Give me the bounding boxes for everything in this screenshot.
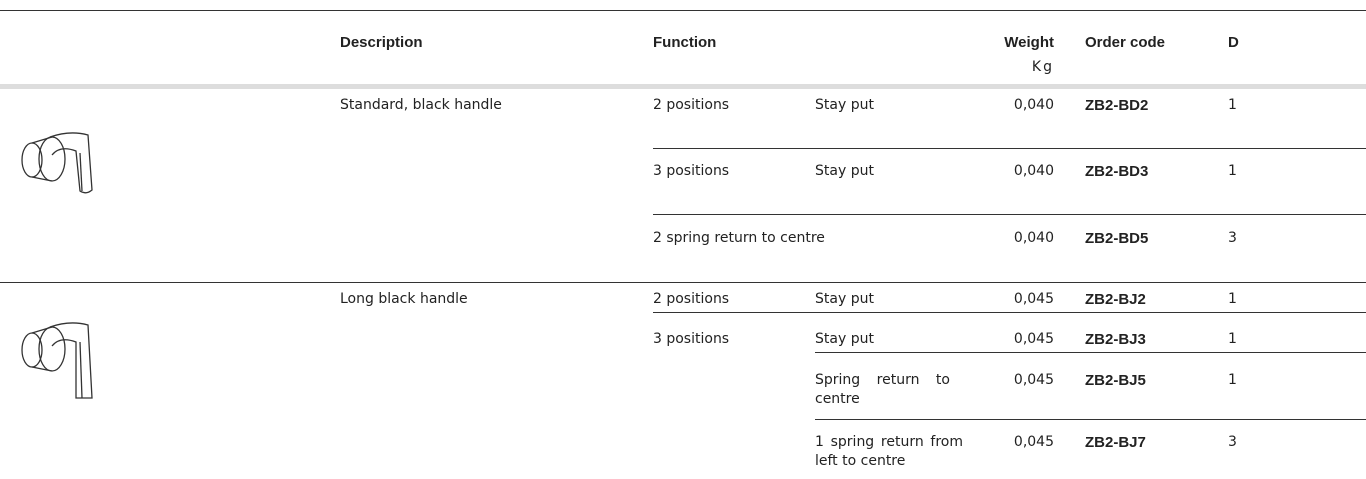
type: Stay put [815, 163, 874, 179]
weight: 0,040 [1013, 97, 1054, 113]
function: 3 positions [653, 331, 730, 347]
type: Stay put [815, 97, 874, 113]
function: 2 positions [653, 291, 730, 307]
header-cell: Weight [1004, 34, 1054, 51]
rule [815, 419, 1366, 420]
d: 1 [1228, 291, 1237, 307]
weight: 0,045 [1013, 372, 1054, 388]
order-code: ZB2-BJ5 [1085, 372, 1146, 389]
order-code: ZB2-BJ3 [1085, 331, 1146, 348]
d: 3 [1228, 434, 1237, 450]
function: 3 positions [653, 163, 730, 179]
header-rule [0, 84, 1366, 89]
weight: 0,045 [1013, 434, 1054, 450]
description: Long black handle [340, 291, 468, 307]
d: 1 [1228, 163, 1237, 179]
d: 1 [1228, 331, 1237, 347]
header-cell: Description [340, 34, 423, 51]
weight: 0,040 [1013, 230, 1054, 246]
order-code: ZB2-BD5 [1085, 230, 1149, 247]
d: 1 [1228, 372, 1237, 388]
order-code: ZB2-BD2 [1085, 97, 1149, 114]
type: Stay put [815, 331, 874, 347]
order-code: ZB2-BJ7 [1085, 434, 1146, 451]
header-cell: Order code [1085, 34, 1166, 51]
order-code: ZB2-BJ2 [1085, 291, 1146, 308]
type: Spring return to centre [815, 372, 950, 407]
rule [815, 352, 1366, 353]
function: 2 spring return to centre [653, 230, 825, 246]
type: Stay put [815, 291, 874, 307]
rule [653, 148, 1366, 149]
weight: 0,045 [1013, 291, 1054, 307]
rule [0, 10, 1366, 11]
icon [21, 132, 93, 194]
rule [0, 282, 1366, 283]
header-cell: Function [653, 34, 717, 51]
function: 2 positions [653, 97, 730, 113]
weight: 0,040 [1013, 163, 1054, 179]
rule [653, 312, 1366, 313]
d: 1 [1228, 97, 1237, 113]
description: Standard, black handle [340, 97, 502, 113]
header-unit: Kg [1031, 59, 1054, 75]
order-code: ZB2-BD3 [1085, 163, 1149, 180]
rule [653, 214, 1366, 215]
weight: 0,045 [1013, 331, 1054, 347]
header-cell: D [1228, 34, 1239, 51]
d: 3 [1228, 230, 1237, 246]
icon [21, 322, 93, 399]
type: 1 spring return from left to centre [815, 434, 963, 469]
